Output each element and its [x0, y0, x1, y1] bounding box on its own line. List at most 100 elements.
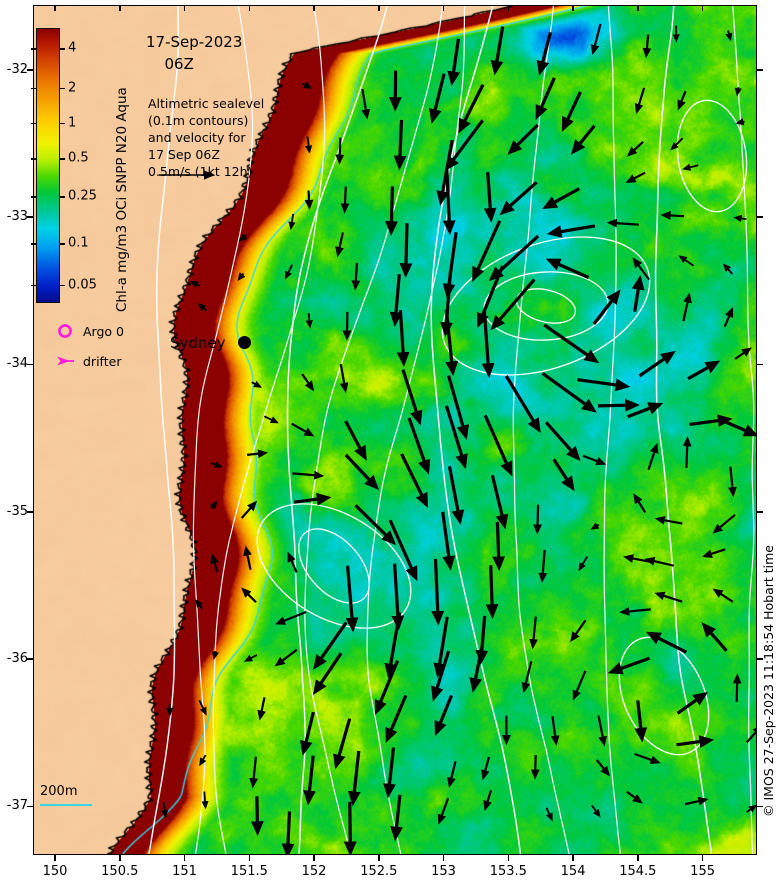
- velocity-arrow: [606, 218, 639, 228]
- velocity-arrow: [195, 599, 204, 610]
- sealevel-eddy-contour-1: [483, 271, 609, 341]
- velocity-arrow: [385, 186, 398, 236]
- x-tick-mark-top: [313, 5, 315, 11]
- velocity-arrow: [499, 181, 538, 216]
- velocity-arrow: [734, 347, 752, 360]
- velocity-arrow: [546, 224, 596, 238]
- velocity-arrow: [490, 26, 505, 76]
- velocity-arrow: [570, 619, 587, 643]
- velocity-arrow: [578, 556, 588, 572]
- velocity-arrow: [492, 521, 506, 572]
- velocity-arrow: [472, 220, 502, 282]
- velocity-arrow: [536, 31, 553, 76]
- velocity-arrow: [299, 711, 315, 756]
- velocity-arrow: [345, 565, 359, 633]
- info-line-0: Altimetric sealevel: [148, 96, 265, 111]
- velocity-arrow: [189, 280, 201, 288]
- colorbar-tick-mark: [31, 196, 36, 198]
- x-tick-mark: [507, 855, 510, 861]
- velocity-arrow: [390, 794, 403, 842]
- velocity-arrow: [303, 755, 316, 806]
- velocity-arrow: [385, 694, 408, 743]
- velocity-arrow: [354, 504, 397, 546]
- velocity-arrow: [250, 796, 264, 836]
- y-tick-mark-right: [757, 363, 763, 366]
- legend-item-drifter[interactable]: drifter: [57, 350, 124, 372]
- velocity-arrow: [238, 233, 248, 242]
- colorbar-tick-label-1: 2: [68, 80, 77, 96]
- velocity-arrow: [477, 265, 505, 328]
- velocity-arrow: [241, 587, 257, 603]
- colorbar-tick-label-5: 0.1: [68, 235, 89, 251]
- velocity-arrow: [570, 124, 596, 155]
- velocity-arrow: [429, 73, 446, 124]
- velocity-arrow: [347, 750, 361, 807]
- velocity-arrow: [374, 660, 400, 715]
- velocity-arrow: [301, 373, 315, 392]
- map-panel[interactable]: [33, 5, 757, 855]
- velocity-arrow: [591, 804, 601, 818]
- legend-item-argo[interactable]: Argo 0: [57, 320, 124, 342]
- legend-label-drifter: drifter: [83, 353, 122, 369]
- velocity-arrow: [400, 453, 429, 508]
- colorbar-tick-mark: [31, 284, 36, 287]
- x-tick-mark: [54, 855, 56, 861]
- x-axis-label-1: 150.5: [101, 864, 139, 879]
- velocity-arrow: [431, 650, 451, 702]
- velocity-arrow: [654, 515, 683, 525]
- velocity-arrow: [401, 369, 423, 426]
- y-axis-label-1: -33: [6, 209, 28, 225]
- velocity-arrow: [441, 511, 456, 571]
- velocity-arrow: [712, 513, 736, 534]
- velocity-arrow: [161, 802, 169, 819]
- x-tick-mark: [701, 855, 704, 861]
- velocity-arrow: [595, 759, 610, 777]
- x-axis-label-7: 153.5: [489, 864, 527, 879]
- velocity-arrow: [733, 214, 747, 223]
- y-tick-mark-right: [757, 69, 763, 71]
- velocity-arrow: [481, 756, 491, 781]
- velocity-arrow: [281, 811, 295, 854]
- velocity-arrow: [504, 375, 541, 434]
- sealevel-contour-1: [192, 6, 254, 854]
- velocity-arrow: [340, 186, 350, 214]
- velocity-arrow: [722, 263, 733, 275]
- legend-label-argo: Argo 0: [83, 323, 124, 339]
- velocity-arrow: [644, 556, 674, 567]
- x-axis-label-8: 154: [560, 864, 586, 879]
- y-axis-label-4: -36: [6, 651, 28, 667]
- colorbar-tick-label-4: 0.25: [68, 188, 97, 204]
- y-tick-mark-right: [757, 511, 763, 513]
- velocity-arrow: [447, 38, 460, 87]
- velocity-arrow: [442, 168, 456, 236]
- velocity-arrow: [597, 715, 607, 747]
- colorbar-tick-label-0: 4: [68, 40, 77, 56]
- velocity-arrow: [676, 735, 715, 748]
- velocity-arrow: [682, 163, 699, 171]
- y-tick-mark-right: [757, 658, 763, 660]
- velocity-arrow: [399, 223, 413, 278]
- velocity-arrow: [723, 307, 734, 328]
- sealevel-contour-7: [512, 6, 570, 854]
- velocity-arrow: [201, 791, 209, 810]
- velocity-arrow: [351, 262, 361, 291]
- info-line-1: (0.1m contours): [148, 113, 249, 128]
- velocity-arrow: [485, 565, 499, 619]
- y-tick-mark: [27, 511, 33, 513]
- velocity-arrow: [638, 350, 676, 378]
- velocity-arrow: [444, 405, 468, 470]
- velocity-arrow: [660, 211, 685, 220]
- y-axis-label-5: -37: [6, 798, 28, 814]
- velocity-arrow: [343, 801, 357, 854]
- colorbar-tick-label-3: 0.5: [68, 150, 89, 166]
- x-tick-mark-top: [378, 5, 380, 11]
- colorbar-tick-mark: [60, 122, 65, 125]
- y-axis-label-3: -35: [6, 503, 28, 519]
- x-tick-mark: [183, 855, 186, 861]
- info-line-3: 17 Sep 06Z: [148, 147, 220, 162]
- velocity-arrow: [634, 700, 648, 743]
- city-marker-sydney-icon: [238, 336, 251, 349]
- velocity-arrow: [746, 804, 756, 813]
- velocity-arrow: [732, 673, 742, 702]
- sealevel-eddy-contour-4: [298, 528, 370, 604]
